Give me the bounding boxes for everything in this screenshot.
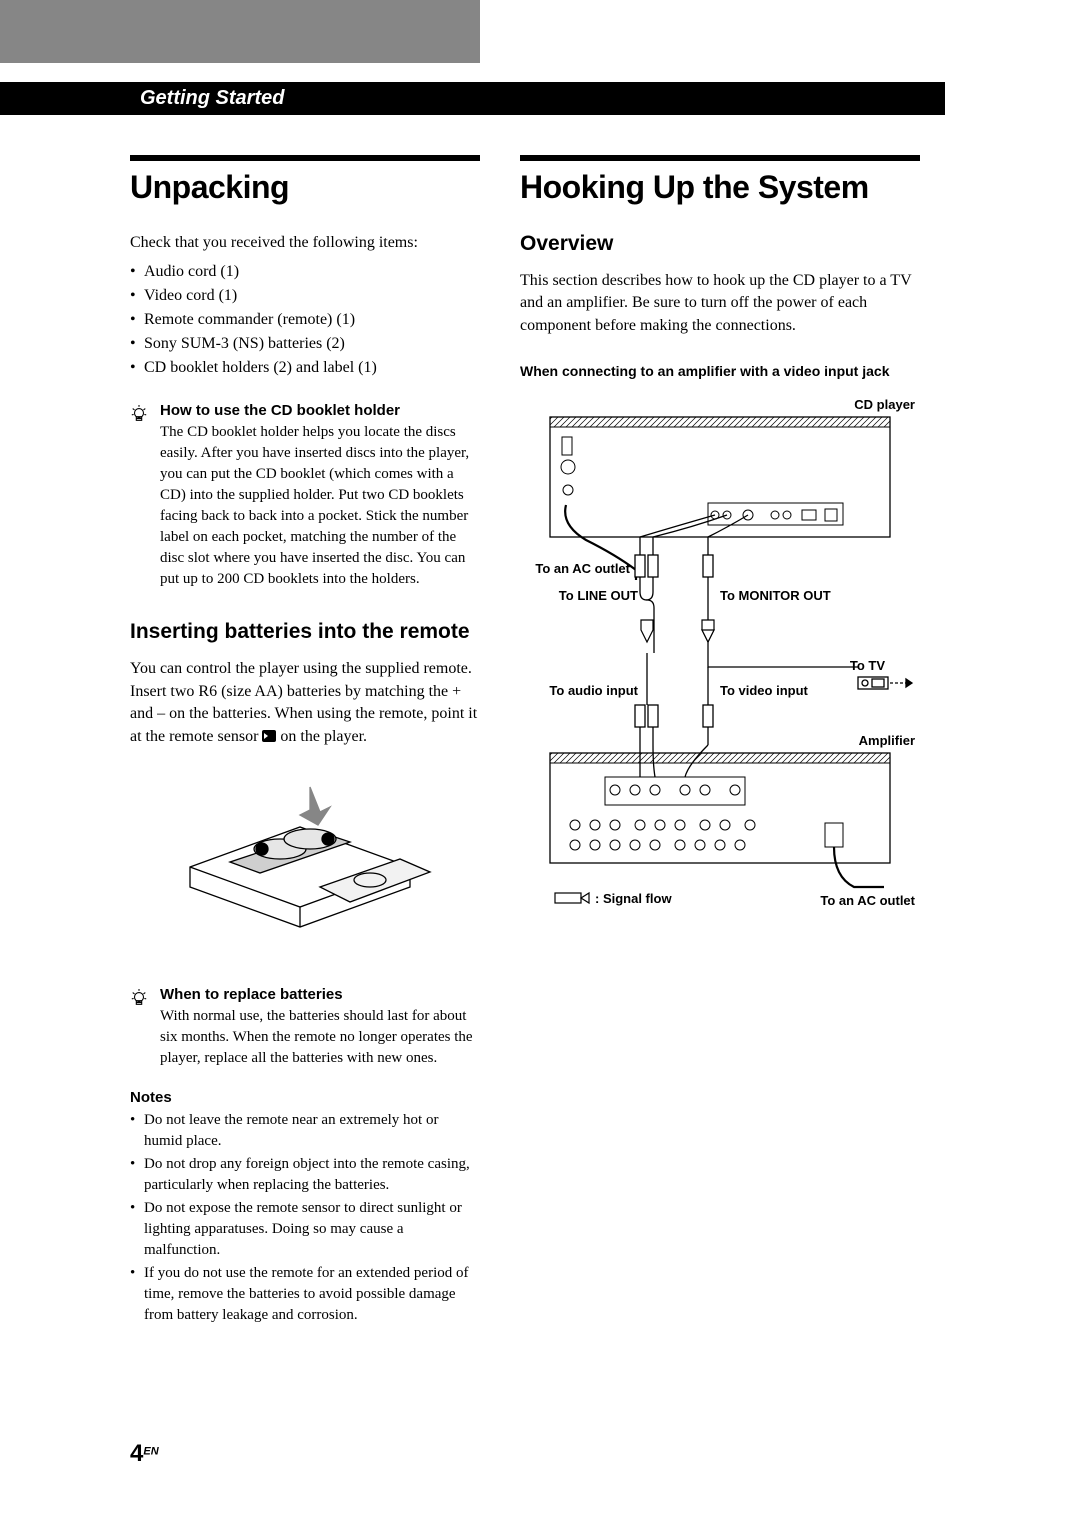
svg-text:+: + xyxy=(325,835,330,845)
diagram-title: When connecting to an amplifier with a v… xyxy=(520,363,920,379)
list-item: Sony SUM-3 (NS) batteries (2) xyxy=(144,332,480,356)
page-number: 4EN xyxy=(130,1440,159,1468)
overview-heading: Overview xyxy=(520,232,920,256)
list-item: Audio cord (1) xyxy=(144,260,480,284)
rule-right xyxy=(520,155,920,161)
unpacking-intro: Check that you received the following it… xyxy=(130,232,480,254)
overview-body: This section describes how to hook up th… xyxy=(520,270,920,337)
page-number-suffix: EN xyxy=(143,1446,158,1458)
rule-left xyxy=(130,155,480,161)
batteries-body-part2: on the player. xyxy=(276,728,367,745)
label-line-out: To LINE OUT xyxy=(559,588,638,603)
label-amplifier: Amplifier xyxy=(859,733,915,748)
page-number-value: 4 xyxy=(130,1440,143,1467)
label-tv: To TV xyxy=(850,658,885,673)
label-signal-flow: : Signal flow xyxy=(595,891,672,906)
label-video-input: To video input xyxy=(720,683,809,698)
hookup-heading: Hooking Up the System xyxy=(520,169,920,206)
section-header-title: Getting Started xyxy=(140,87,284,110)
label-monitor-out: To MONITOR OUT xyxy=(720,588,831,603)
tip-icon xyxy=(130,402,150,590)
section-header-bar: Getting Started xyxy=(0,82,945,115)
list-item: Do not expose the remote sensor to direc… xyxy=(144,1198,480,1261)
notes-heading: Notes xyxy=(130,1089,480,1106)
content-columns: Unpacking Check that you received the fo… xyxy=(130,155,945,1328)
list-item: Do not drop any foreign object into the … xyxy=(144,1154,480,1196)
unpacking-heading: Unpacking xyxy=(130,169,480,206)
list-item: If you do not use the remote for an exte… xyxy=(144,1263,480,1326)
label-ac-outlet-top: To an AC outlet xyxy=(535,561,630,576)
list-item: Remote commander (remote) (1) xyxy=(144,308,480,332)
top-gray-block xyxy=(0,0,480,63)
list-item: Do not leave the remote near an extremel… xyxy=(144,1110,480,1152)
label-audio-input: To audio input xyxy=(549,683,638,698)
hookup-diagram: CD player xyxy=(520,395,920,925)
left-column: Unpacking Check that you received the fo… xyxy=(130,155,480,1328)
remote-illustration: – + xyxy=(130,762,480,972)
batteries-body: You can control the player using the sup… xyxy=(130,658,480,748)
label-ac-outlet-bottom: To an AC outlet xyxy=(820,893,915,908)
remote-sensor-icon xyxy=(262,730,276,742)
notes-list: Do not leave the remote near an extremel… xyxy=(130,1110,480,1326)
right-column: Hooking Up the System Overview This sect… xyxy=(520,155,920,1328)
label-cd-player: CD player xyxy=(854,397,915,412)
tip-body: The CD booklet holder helps you locate t… xyxy=(160,422,480,590)
unpacking-items-list: Audio cord (1) Video cord (1) Remote com… xyxy=(130,260,480,380)
tip-body: With normal use, the batteries should la… xyxy=(160,1006,480,1069)
batteries-heading: Inserting batteries into the remote xyxy=(130,620,480,644)
tip-icon xyxy=(130,986,150,1069)
tip-replace-batteries: When to replace batteries With normal us… xyxy=(130,986,480,1069)
tip-title: When to replace batteries xyxy=(160,986,480,1003)
tip-cd-booklet: How to use the CD booklet holder The CD … xyxy=(130,402,480,590)
list-item: CD booklet holders (2) and label (1) xyxy=(144,356,480,380)
list-item: Video cord (1) xyxy=(144,284,480,308)
tip-title: How to use the CD booklet holder xyxy=(160,402,480,419)
svg-text:–: – xyxy=(259,845,264,855)
